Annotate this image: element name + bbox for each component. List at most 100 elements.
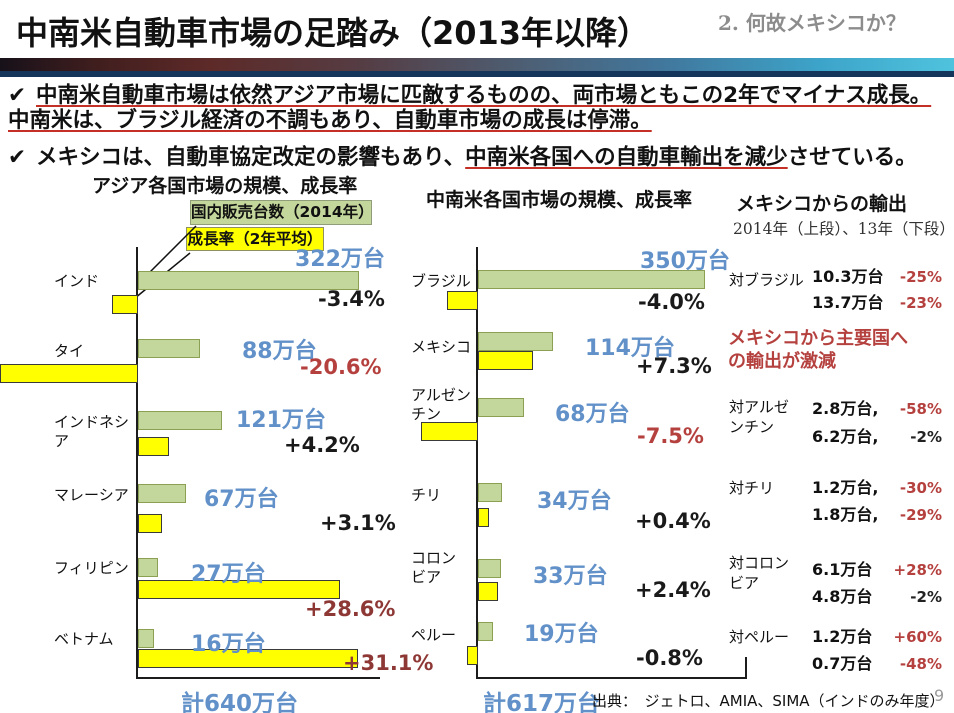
value-label: 88万台 (242, 339, 317, 364)
exports-value-line: 4.8万台 -2% (812, 583, 942, 607)
pct-label: +4.2% (284, 433, 360, 457)
exports-pct: -30% (899, 479, 942, 497)
growth-bar (112, 295, 138, 314)
pct-label: -0.8% (636, 646, 703, 670)
bullet-text-segment: させている。 (787, 145, 917, 171)
pct-label: +28.6% (305, 597, 396, 621)
exports-pct: -58% (899, 400, 942, 418)
country-label: インドネシア (54, 413, 130, 450)
asia-x-axis (136, 677, 380, 679)
growth-bar (478, 582, 498, 601)
value-label: 322万台 (295, 247, 385, 272)
country-label: マレーシア (54, 486, 129, 504)
checkmark-icon: ✔ (8, 145, 27, 171)
pct-label: +2.4% (635, 578, 711, 602)
value-label: 350万台 (640, 249, 730, 274)
pct-label: +3.1% (320, 511, 396, 535)
asia-y-axis (136, 247, 138, 679)
sales-bar (478, 270, 705, 289)
exports-value-line: 6.1万台 +28% (812, 556, 942, 580)
exports-value-line: 6.2万台, -2% (812, 423, 942, 447)
exports-amount: 0.7万台 (812, 654, 873, 673)
country-label: タイ (54, 342, 85, 360)
exports-row-label: 対ブラジル (729, 271, 804, 289)
exports-value-line: 1.2万台, -30% (812, 474, 942, 498)
legend-growth: 成長率（2年平均） (186, 227, 324, 251)
exports-amount: 4.8万台 (812, 587, 873, 606)
exports-note: メキシコから主要国へ の輸出が激減 (728, 328, 908, 372)
exports-pct: -25% (899, 268, 942, 286)
growth-bar (421, 422, 478, 441)
exports-row-label: 対チリ (729, 479, 775, 497)
value-label: 121万台 (236, 408, 326, 433)
sales-bar (478, 622, 493, 641)
asia-total-label: 計640万台 (181, 691, 299, 713)
pct-label: -4.0% (638, 290, 705, 314)
exports-pct: -29% (899, 506, 942, 524)
country-label: コロン ビア (411, 549, 457, 586)
exports-amount: 6.1万台 (812, 560, 873, 579)
latam-chart-title: 中南米各国市場の規模、成長率 (426, 189, 693, 211)
bullet-text-segment: メキシコは、自動車協定改定の影響もあり、 (36, 145, 466, 171)
sales-bar (138, 558, 158, 577)
page-title: 中南米自動車市場の足踏み（2013年以降） (16, 14, 650, 52)
pct-label: +0.4% (635, 509, 711, 533)
bullet-list: ✔ 中南米自動車市場は依然アジア市場に匹敵するものの、両市場ともこの2年でマイナス… (8, 83, 950, 184)
latam-x-axis-end-tick (745, 657, 747, 677)
country-label: メキシコ (411, 338, 472, 356)
exports-value-line: 1.2万台 +60% (812, 623, 942, 647)
growth-bar (0, 364, 138, 383)
sales-bar (138, 484, 186, 503)
country-label: ブラジル (411, 272, 471, 290)
exports-value-line: 0.7万台 -48% (812, 650, 942, 674)
exports-amount: 1.8万台, (812, 505, 879, 524)
value-label: 67万台 (204, 487, 279, 512)
growth-bar (138, 437, 169, 456)
exports-pct: -2% (910, 588, 942, 606)
sales-bar (478, 398, 524, 417)
exports-subtitle: 2014年（上段）、13年（下段） (733, 220, 954, 238)
exports-row-label: 対アルゼ ンチン (729, 398, 789, 436)
sales-bar (478, 559, 501, 578)
page-number: 9 (934, 686, 945, 705)
exports-value-line: 1.8万台, -29% (812, 501, 942, 525)
growth-bar (138, 580, 340, 599)
exports-row-label: 対コロン ビア (729, 554, 790, 592)
exports-amount: 13.7万台 (812, 293, 884, 312)
exports-pct: -2% (910, 428, 942, 446)
sales-bar (478, 332, 553, 351)
exports-pct: +28% (893, 561, 942, 579)
pct-label: -3.4% (318, 287, 385, 311)
value-label: 27万台 (191, 562, 266, 587)
growth-bar (467, 646, 478, 665)
exports-amount: 6.2万台, (812, 427, 879, 446)
sales-bar (138, 411, 222, 430)
source-text: 出典： ジェトロ、AMIA、SIMA（インドのみ年度） (592, 692, 945, 710)
latam-total-label: 計617万台 (483, 691, 601, 713)
exports-value-line: 10.3万台 -25% (812, 263, 942, 287)
value-label: 68万台 (555, 402, 630, 427)
value-label: 34万台 (537, 489, 612, 514)
exports-pct: -48% (899, 655, 942, 673)
legend-sales: 国内販売台数（2014年） (190, 200, 374, 225)
exports-amount: 10.3万台 (812, 267, 884, 286)
growth-bar (447, 291, 478, 310)
exports-amount: 2.8万台, (812, 399, 879, 418)
pct-label: +7.3% (636, 354, 712, 378)
country-label: インド (54, 272, 100, 290)
exports-value-line: 2.8万台, -58% (812, 395, 942, 419)
bullet-text-segment: 中南米自動車市場は依然アジア市場に匹敵するものの、両市場ともこの2年でマイナス成… (8, 83, 932, 133)
sales-bar (478, 483, 502, 502)
bullet-item: ✔ メキシコは、自動車協定改定の影響もあり、中南米各国への自動車輸出を減少させてい… (8, 146, 950, 171)
value-label: 114万台 (585, 336, 675, 361)
value-label: 16万台 (191, 632, 266, 657)
sales-bar (138, 629, 154, 648)
country-label: フィリピン (54, 559, 129, 577)
bullet-text-segment: 中南米各国への自動車輸出を減少 (465, 145, 788, 171)
growth-bar (478, 351, 533, 370)
exports-amount: 1.2万台, (812, 478, 879, 497)
asia-chart-title: アジア各国市場の規模、成長率 (92, 175, 358, 197)
bullet-item: ✔ 中南米自動車市場は依然アジア市場に匹敵するものの、両市場ともこの2年でマイナス… (8, 83, 950, 133)
country-label: ベトナム (54, 630, 114, 648)
